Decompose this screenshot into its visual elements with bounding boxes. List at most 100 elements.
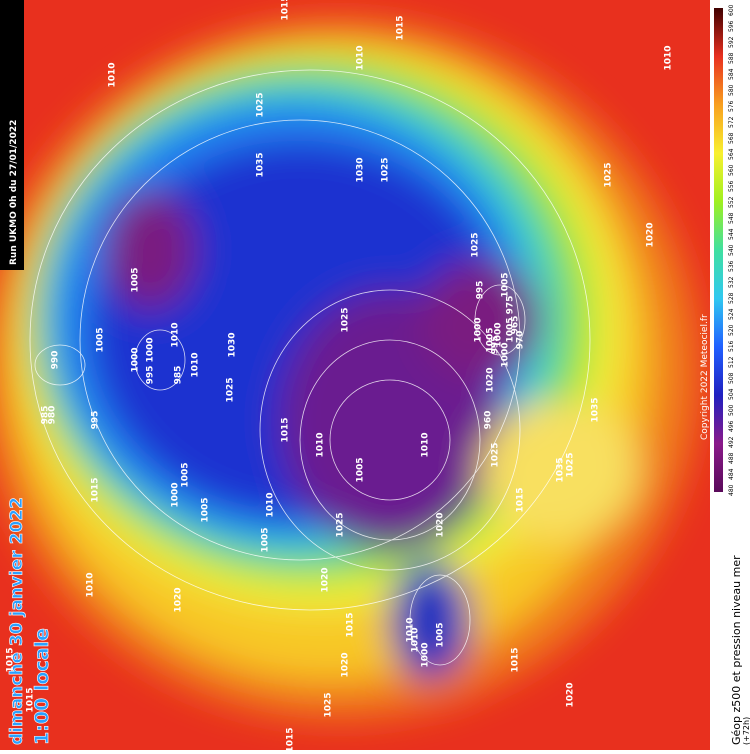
- isobar-label: 1005: [201, 497, 211, 522]
- isobar-label: 985: [174, 366, 184, 385]
- isobar-label: 1025: [226, 377, 236, 402]
- scale-label: 516: [728, 340, 735, 352]
- isobar-label: 1025: [604, 162, 614, 187]
- scale-label: 500: [728, 404, 735, 416]
- scale-label: 592: [728, 36, 735, 48]
- isobar-label: 1005: [96, 327, 106, 352]
- scale-label: 600: [728, 4, 735, 16]
- scale-label: 568: [728, 132, 735, 144]
- scale-label: 536: [728, 260, 735, 272]
- isobar-label: 1015: [91, 477, 101, 502]
- isobar-label: 1010: [86, 572, 96, 597]
- isobar-label: 1025: [566, 452, 576, 477]
- scale-label: 512: [728, 356, 735, 368]
- scale-label: 480: [728, 484, 735, 496]
- isobar-label: 1020: [321, 567, 331, 592]
- scale-label: 484: [728, 468, 735, 480]
- isobar-label: 1010: [406, 617, 416, 642]
- isobar-label: 1005: [261, 527, 271, 552]
- isobar-label: 1005: [506, 317, 516, 342]
- run-strip: [0, 0, 24, 270]
- time-label: 1:00 locale: [31, 628, 53, 745]
- isobar-label: 1035: [256, 152, 266, 177]
- isobar-label: 1015: [511, 647, 521, 672]
- isobar-label: 1020: [341, 652, 351, 677]
- map-field: [0, 0, 710, 750]
- scale-label: 548: [728, 212, 735, 224]
- isobar-label: 1000: [171, 482, 181, 507]
- scale-label: 540: [728, 244, 735, 256]
- isobar-label: 1020: [646, 222, 656, 247]
- isobar-label: 1020: [486, 367, 496, 392]
- isobar-label: 1010: [411, 627, 421, 652]
- isobar-label: 1015: [396, 15, 406, 40]
- scale-label: 528: [728, 292, 735, 304]
- isobar-label: 1010: [266, 492, 276, 517]
- isobar-label: 1010: [108, 62, 118, 87]
- isobar-label: 980: [48, 406, 58, 425]
- scale-label: 532: [728, 276, 735, 288]
- isobar-label: 1025: [341, 307, 351, 332]
- scale-label: 552: [728, 196, 735, 208]
- scale-label: 564: [728, 148, 735, 160]
- scale-label: 580: [728, 84, 735, 96]
- isobar-label: 1035: [556, 457, 566, 482]
- isobar-label: 1005: [436, 622, 446, 647]
- isobar-label: 1015: [281, 417, 291, 442]
- scale-label: 544: [728, 228, 735, 240]
- isobar-label: 1010: [421, 432, 431, 457]
- isobar-label: 1015: [286, 727, 296, 750]
- isobar-label: 1000: [146, 337, 156, 362]
- isobar-label: 990: [51, 351, 61, 370]
- run-label: Run UKMO 0h du 27/01/2022: [9, 120, 19, 265]
- isobar-label: 1025: [381, 157, 391, 182]
- isobar-label: 1005: [181, 462, 191, 487]
- scale-label: 572: [728, 116, 735, 128]
- isobar-label: 1015: [516, 487, 526, 512]
- isobar-label: 1015: [26, 687, 36, 712]
- isobar-label: 995: [146, 366, 156, 385]
- isobar-label: 965: [511, 316, 521, 335]
- isobar-label: 1020: [174, 587, 184, 612]
- isobar-label: 970: [516, 331, 526, 350]
- isobar-label: 995: [476, 281, 486, 300]
- isobar-label: 1010: [191, 352, 201, 377]
- isobar-label: 1000: [494, 322, 504, 347]
- scale-label: 576: [728, 100, 735, 112]
- isobar-label: 1020: [436, 512, 446, 537]
- date-label: dimanche 30 janvier 2022: [7, 497, 27, 745]
- scale-label: 560: [728, 164, 735, 176]
- isobar-label: 1025: [491, 442, 501, 467]
- isobar-label: 1005: [486, 327, 496, 352]
- scale-label: 584: [728, 68, 735, 80]
- isobar-label: 995: [491, 336, 501, 355]
- copyright: Copyright 2022 Meteociel.fr: [700, 314, 710, 440]
- isobar-label: 1030: [356, 157, 366, 182]
- isobar-label: 1005: [501, 272, 511, 297]
- legend-lead: (+72h): [742, 717, 750, 745]
- legend-title: Géop z500 et pression niveau mer: [730, 555, 743, 745]
- scale-label: 488: [728, 452, 735, 464]
- scale-label: 556: [728, 180, 735, 192]
- isobar-label: 985: [41, 406, 51, 425]
- scale-label: 492: [728, 436, 735, 448]
- isobar-label: 960: [484, 411, 494, 430]
- isobar-label: 1025: [336, 512, 346, 537]
- isobar-label: 1010: [664, 45, 674, 70]
- isobar-label: 975: [506, 296, 516, 315]
- scale-label: 496: [728, 420, 735, 432]
- isobar-label: 1015: [346, 612, 356, 637]
- isobar-label: 1010: [356, 45, 366, 70]
- color-bar: [714, 8, 723, 492]
- isobar-label: 1025: [471, 232, 481, 257]
- scale-label: 508: [728, 372, 735, 384]
- isobar-label: 1010: [171, 322, 181, 347]
- scale-label: 596: [728, 20, 735, 32]
- isobar-label: 1005: [356, 457, 366, 482]
- isobar-label: 1025: [256, 92, 266, 117]
- isobar-label: 1030: [228, 332, 238, 357]
- isobar-label: 1015: [281, 0, 291, 21]
- scale-label: 504: [728, 388, 735, 400]
- isobar-label: 1010: [316, 432, 326, 457]
